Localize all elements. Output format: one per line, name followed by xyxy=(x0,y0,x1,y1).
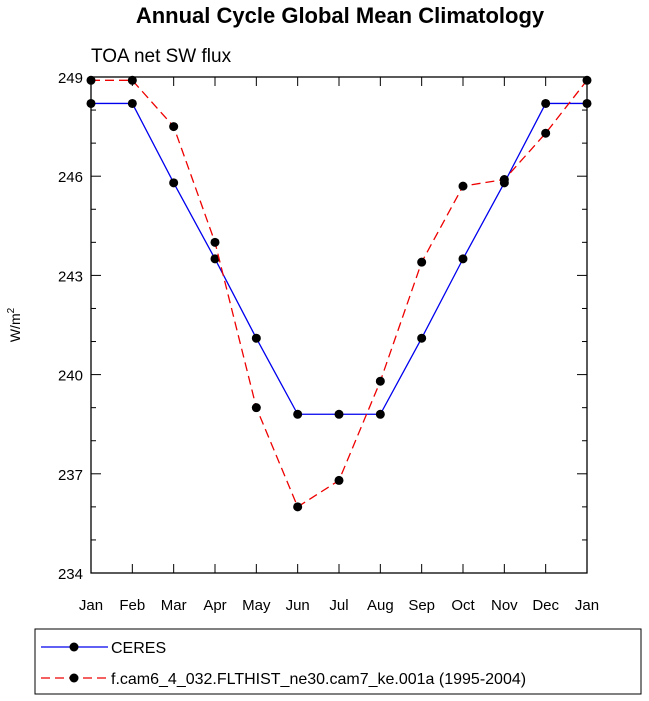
x-tick-label: Apr xyxy=(203,597,226,614)
legend-label-1: CERES xyxy=(111,640,166,657)
chart-subtitle: TOA net SW flux xyxy=(91,46,232,67)
series-2-point xyxy=(169,122,179,132)
series-1-point xyxy=(375,409,385,419)
series-1-point xyxy=(293,409,303,419)
series-1-point xyxy=(210,254,220,264)
x-tick-label: Jun xyxy=(286,597,310,614)
series-1-point xyxy=(86,98,96,108)
series-1-point xyxy=(458,254,468,264)
series-1-point xyxy=(582,98,592,108)
x-tick-label: Feb xyxy=(119,597,145,614)
series-2-point xyxy=(417,257,427,267)
series-1-point xyxy=(334,409,344,419)
series-2-point xyxy=(86,75,96,85)
series-2-point xyxy=(293,502,303,512)
series-2-point xyxy=(499,175,509,185)
x-tick-label: Sep xyxy=(408,597,435,614)
series-2-point xyxy=(582,75,592,85)
y-axis-label-text: W/m xyxy=(7,313,23,342)
y-tick-label: 234 xyxy=(58,566,83,583)
series-1-point xyxy=(251,333,261,343)
legend-marker-1 xyxy=(69,642,79,652)
x-tick-label: Aug xyxy=(367,597,394,614)
y-tick-label: 249 xyxy=(58,70,83,87)
series-2-point xyxy=(251,403,261,413)
y-tick-label: 243 xyxy=(58,268,83,285)
series-2-point xyxy=(334,475,344,485)
y-tick-label: 237 xyxy=(58,467,83,484)
series-line-2 xyxy=(91,79,588,508)
x-tick-label: Mar xyxy=(161,597,187,614)
series-group xyxy=(86,75,592,512)
legend-marker-2 xyxy=(69,673,79,683)
x-tick-label: Nov xyxy=(491,597,518,614)
x-tick-label: Jul xyxy=(329,597,348,614)
legend-items: CERES f.cam6_4_032.FLTHIST_ne30.cam7_ke.0… xyxy=(41,640,526,688)
y-axis-label: W/m2 xyxy=(6,307,23,342)
series-1-point xyxy=(417,333,427,343)
x-tick-label: Jan xyxy=(79,597,103,614)
series-2-point xyxy=(375,376,385,386)
series-1-point xyxy=(541,98,551,108)
series-2-point xyxy=(127,75,137,85)
y-axis: 234 237 240 243 246 249 xyxy=(58,70,587,583)
x-tick-label: Oct xyxy=(451,597,475,614)
series-2-point xyxy=(458,181,468,191)
x-axis: Jan Feb Mar Apr May Jun Jul Aug Sep Oct Nov Dec Jan xyxy=(79,77,599,614)
series-1-point xyxy=(127,98,137,108)
legend xyxy=(34,628,642,695)
x-tick-label: Jan xyxy=(575,597,599,614)
series-line-1 xyxy=(91,102,587,415)
x-tick-label: May xyxy=(242,597,271,614)
series-2-point xyxy=(210,237,220,247)
chart-title: Annual Cycle Global Mean Climatology xyxy=(136,3,545,28)
x-tick-label: Dec xyxy=(532,597,559,614)
y-tick-label: 246 xyxy=(58,169,83,186)
y-axis-label-superscript: 2 xyxy=(6,307,17,313)
series-2-point xyxy=(541,128,551,138)
series-1-point xyxy=(169,178,179,188)
legend-label-2: f.cam6_4_032.FLTHIST_ne30.cam7_ke.001a (… xyxy=(111,671,526,688)
plot-frame xyxy=(90,76,588,574)
y-tick-label: 240 xyxy=(58,368,83,385)
